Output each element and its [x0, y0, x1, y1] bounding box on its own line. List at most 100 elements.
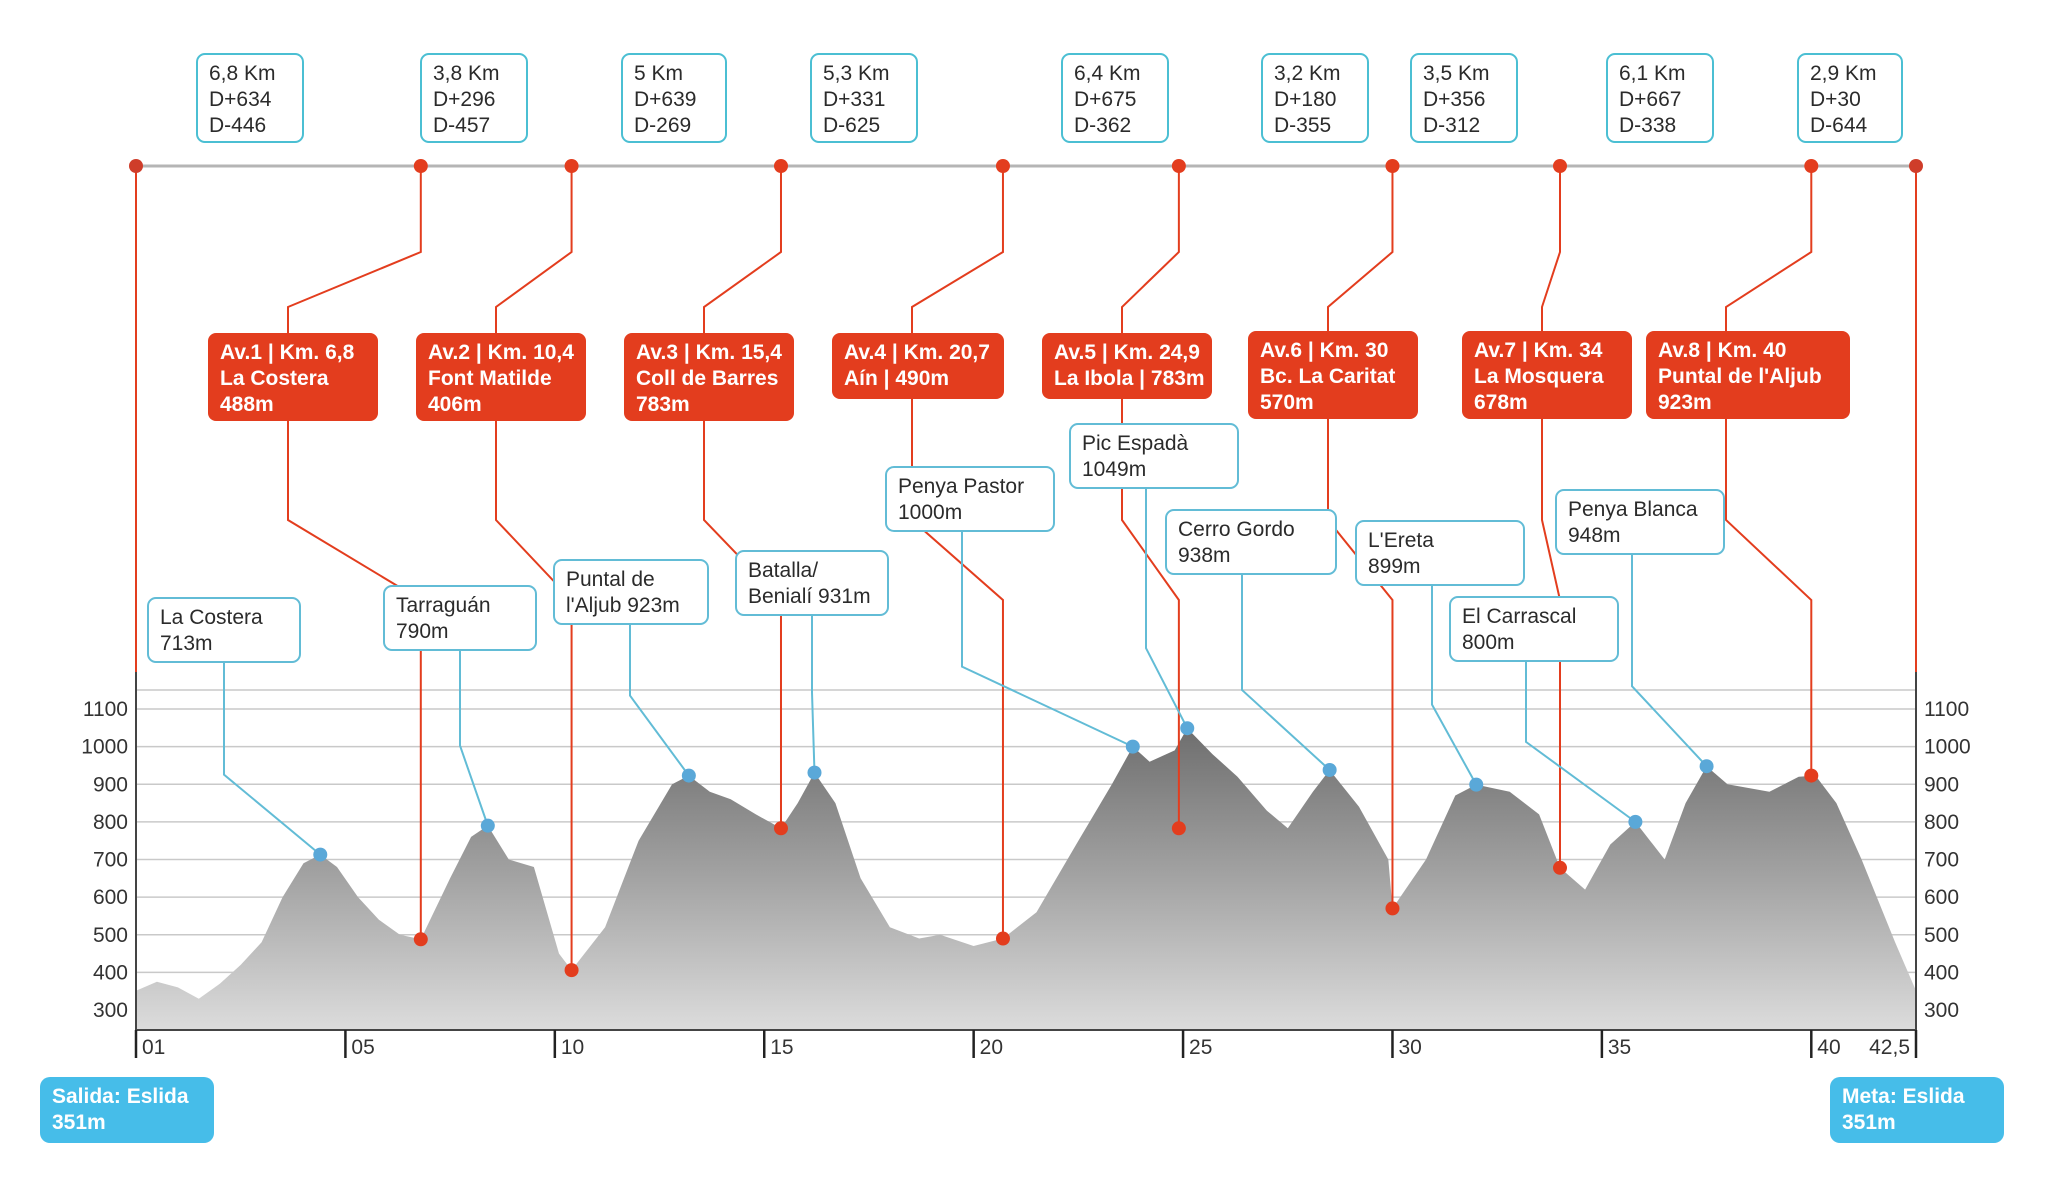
aid-marker: [1385, 901, 1400, 916]
peak-connector: [1631, 554, 1708, 767]
peak-connector: [1145, 488, 1189, 729]
aid-connector-top: [703, 166, 782, 333]
aid-node-top: [564, 159, 579, 173]
peak-label: Puntal de l'Aljub 923m: [553, 559, 709, 783]
peak-label: Tarraguán 790m: [383, 585, 537, 833]
peak-label: Penya Pastor 1000m: [885, 466, 1140, 754]
start-node-top: [129, 159, 143, 173]
segment-box: 6,1 Km D+667 D-338: [1606, 53, 1714, 143]
y-tick-label-left: 700: [93, 849, 128, 872]
peak-name: Penya Pastor: [898, 475, 1024, 498]
y-tick-label-right: 1100: [1924, 698, 1969, 721]
peak-altitude: 1049m: [1082, 458, 1146, 481]
segment-distance: 5,3 Km: [823, 62, 890, 85]
x-tick-label: 15: [770, 1036, 793, 1059]
start-badge: Salida: Eslida 351m: [40, 1077, 214, 1143]
segment-descent: D-446: [209, 114, 266, 137]
peak-altitude: 1000m: [898, 501, 962, 524]
segment-descent: D-457: [433, 114, 490, 137]
peak-altitude: 948m: [1568, 524, 1621, 547]
peak-connector: [1525, 661, 1636, 823]
start-badge-title: Salida: Eslida: [52, 1085, 189, 1108]
aid-station-place: Font Matilde: [428, 367, 552, 390]
peak-name: Tarraguán: [396, 594, 491, 617]
peak-label: Cerro Gordo 938m: [1165, 509, 1337, 777]
peak-box-border: [1165, 509, 1337, 575]
aid-connector-top: [1327, 166, 1394, 331]
x-tick-label: 01: [142, 1036, 165, 1059]
peak-altitude: 800m: [1462, 631, 1515, 654]
segment-descent: D-355: [1274, 114, 1331, 137]
aid-marker: [1804, 768, 1819, 783]
peak-altitude: 938m: [1178, 544, 1231, 567]
peak-box-border: [1555, 489, 1725, 555]
aid-marker: [1553, 860, 1567, 875]
peak-marker: [480, 818, 495, 833]
aid-station-altitude: 570m: [1260, 391, 1314, 414]
aid-node-top: [1385, 159, 1400, 173]
peak-connector: [1431, 585, 1478, 786]
peak-name: Puntal de: [566, 568, 655, 591]
peak-label: Batalla/Benialí 931m: [735, 550, 889, 780]
aid-marker: [995, 931, 1010, 946]
aid-connector-top: [287, 166, 422, 333]
segment-descent: D-625: [823, 114, 880, 137]
segment-box-border: [1261, 53, 1369, 143]
y-tick-label-right: 400: [1924, 961, 1959, 984]
peak-marker: [1322, 762, 1337, 777]
aid-station-place: La Ibola | 783m: [1054, 367, 1205, 390]
segment-box-border: [1797, 53, 1903, 143]
aid-station-altitude: 488m: [220, 393, 274, 416]
aid-station-place: La Costera: [220, 367, 329, 390]
y-tick-label-right: 300: [1924, 999, 1959, 1022]
segment-distance: 3,8 Km: [433, 62, 500, 85]
segment-box-border: [1061, 53, 1169, 143]
segment-ascent: D+30: [1810, 88, 1861, 111]
segment-box-border: [1410, 53, 1518, 143]
x-tick-label: 05: [351, 1036, 374, 1059]
y-tick-label-right: 1000: [1924, 736, 1971, 759]
elevation-area: [136, 728, 1916, 1030]
segment-distance: 3,5 Km: [1423, 62, 1490, 85]
aid-station-title: Av.7 | Km. 34: [1474, 339, 1603, 362]
segment-ascent: D+667: [1619, 88, 1681, 111]
segment-box: 3,5 Km D+356 D-312: [1410, 53, 1518, 143]
segment-ascent: D+331: [823, 88, 885, 111]
aid-station: Av.3 | Km. 15,4 Coll de Barres 783m: [624, 159, 794, 836]
aid-connector-bottom: [1725, 419, 1813, 776]
aid-station: Av.1 | Km. 6,8 La Costera 488m: [208, 159, 428, 947]
peak-altitude: 790m: [396, 620, 449, 643]
y-tick-label-right: 600: [1924, 886, 1959, 909]
peak-connector: [961, 531, 1134, 748]
x-tick-label: 30: [1398, 1036, 1421, 1059]
y-tick-label-left: 300: [93, 999, 128, 1022]
y-tick-label-left: 1000: [81, 736, 128, 759]
segment-box-border: [1606, 53, 1714, 143]
segment-descent: D-269: [634, 114, 691, 137]
segment-box: 3,8 Km D+296 D-457: [420, 53, 528, 143]
peak-marker: [681, 768, 696, 783]
aid-node-top: [1171, 159, 1186, 173]
finish-badge-title: Meta: Eslida: [1842, 1085, 1965, 1108]
segment-box-border: [810, 53, 918, 143]
segment-descent: D-644: [1810, 114, 1868, 137]
aid-station-box: [1462, 331, 1632, 419]
segment-ascent: D+356: [1423, 88, 1485, 111]
x-tick-label: 35: [1608, 1036, 1631, 1059]
x-tick-label: 10: [561, 1036, 584, 1059]
aid-station-box: [208, 333, 378, 421]
aid-marker: [773, 821, 788, 836]
segment-box-border: [420, 53, 528, 143]
peak-marker: [1469, 777, 1484, 792]
aid-station: Av.8 | Km. 40 Puntal de l'Aljub 923m: [1646, 159, 1850, 783]
peak-name: L'Ereta: [1368, 529, 1434, 552]
peak-marker: [1180, 721, 1195, 736]
aid-station: Av.4 | Km. 20,7 Aín | 490m: [832, 159, 1010, 946]
finish-badge: Meta: Eslida 351m: [1830, 1077, 2004, 1143]
y-tick-label-left: 1100: [83, 698, 128, 721]
peak-name: El Carrascal: [1462, 605, 1576, 628]
aid-station-title: Av.1 | Km. 6,8: [220, 341, 355, 364]
peak-connector: [811, 615, 816, 773]
peak-label: L'Ereta 899m: [1355, 520, 1525, 792]
aid-station-title: Av.4 | Km. 20,7: [844, 341, 990, 364]
